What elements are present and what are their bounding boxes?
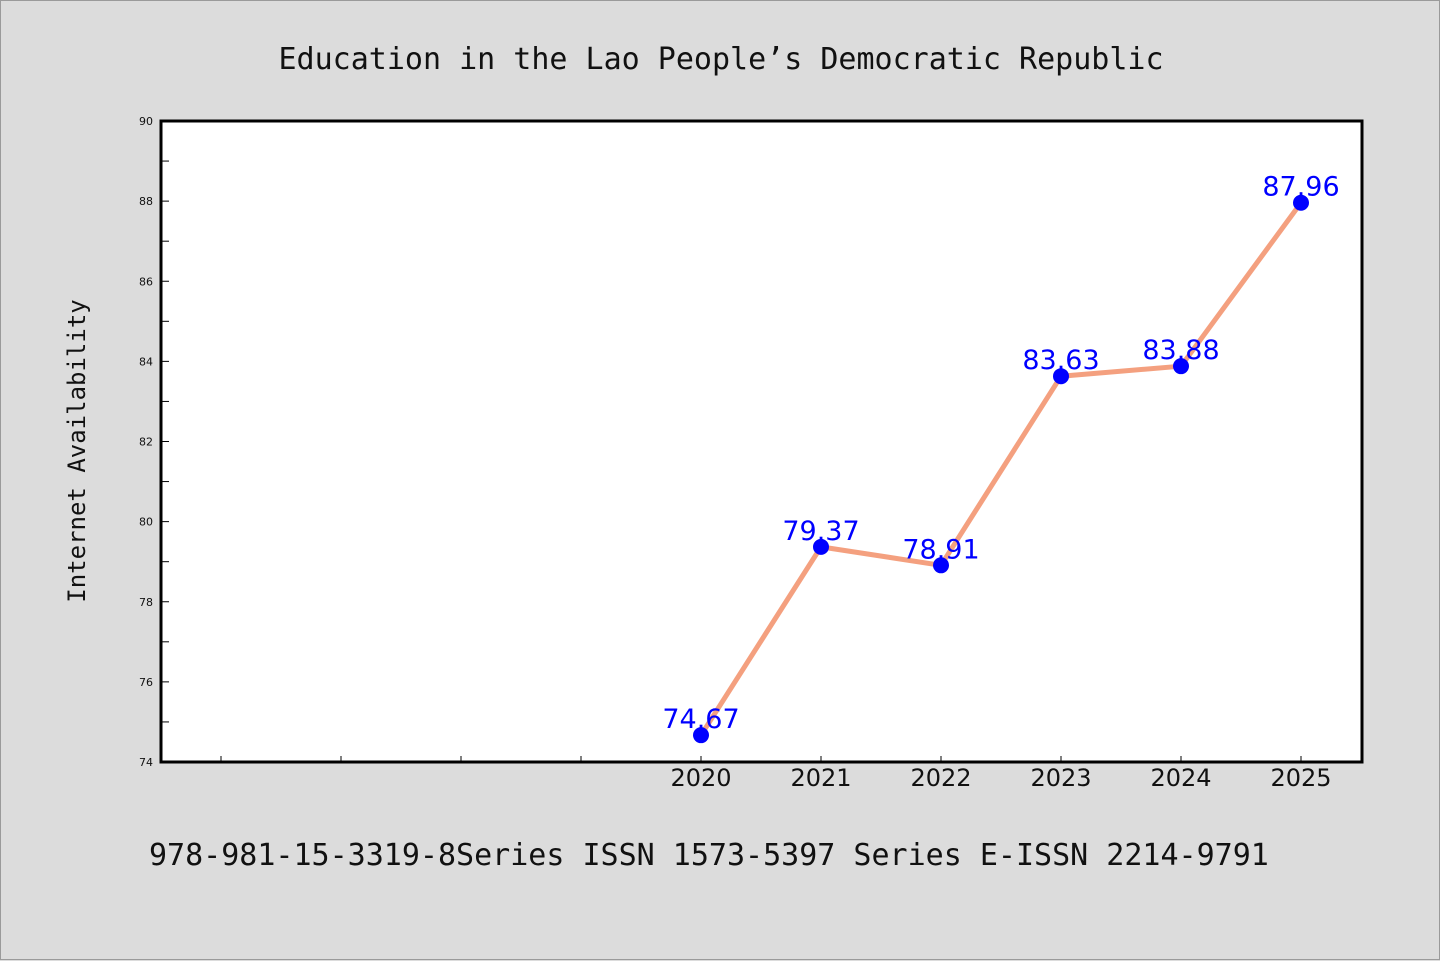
data-label: 79.37: [782, 516, 859, 547]
x-tick-label: 2020: [670, 764, 731, 792]
y-tick-label: 74: [139, 756, 153, 769]
data-label: 78.91: [902, 534, 979, 565]
x-tick-label: 2023: [1030, 764, 1091, 792]
data-label: 87.96: [1262, 172, 1339, 203]
y-axis: 74 76 78 80 82 84 86 88 90: [139, 115, 169, 769]
plot-area: [159, 119, 1364, 764]
y-tick-label: 76: [139, 676, 153, 689]
y-tick-label: 80: [139, 516, 153, 529]
data-point: [1173, 358, 1189, 375]
data-point: [693, 727, 709, 744]
y-tick-label: 88: [139, 195, 153, 208]
data-label: 74.67: [662, 704, 739, 735]
x-axis: 2020 2021 2022 2023 2024 2025: [220, 756, 1332, 792]
data-labels: 74.67 79.37 78.91 83.63 83.88 87.96: [662, 172, 1339, 735]
x-tick-label: 2021: [790, 764, 851, 792]
data-point: [933, 557, 949, 574]
y-tick-label: 82: [139, 436, 153, 449]
y-tick-label: 84: [139, 355, 153, 368]
data-point: [1293, 194, 1309, 211]
x-tick-label: 2024: [1150, 764, 1211, 792]
isbn-caption: 978-981-15-3319-8Series ISSN 1573-5397 S…: [149, 838, 1269, 873]
data-label: 83.63: [1022, 345, 1099, 376]
y-tick-label: 90: [139, 115, 153, 128]
data-point: [813, 538, 829, 555]
x-tick-label: 2022: [910, 764, 971, 792]
series-line: [698, 201, 1304, 737]
data-point: [1053, 368, 1069, 385]
series-layer: [693, 194, 1309, 744]
data-label: 83.88: [1142, 335, 1219, 366]
y-tick-label: 86: [139, 275, 153, 288]
y-axis-label: Internet Availability: [63, 299, 91, 602]
chart-title: Education in the Lao People’s Democratic…: [278, 42, 1163, 77]
y-tick-label: 78: [139, 596, 153, 609]
x-tick-label: 2025: [1270, 764, 1331, 792]
